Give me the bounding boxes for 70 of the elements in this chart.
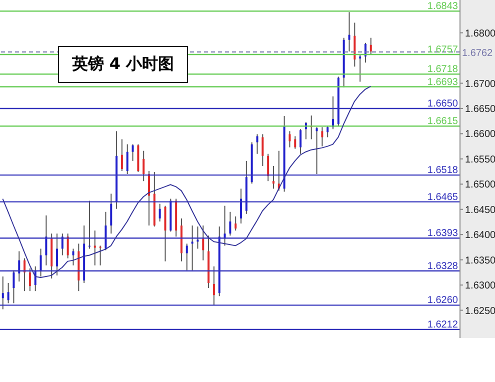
candlestick — [120, 138, 123, 172]
candlestick — [2, 276, 4, 310]
candlestick — [294, 136, 296, 150]
y-tick-label: 1.6650 — [465, 104, 495, 116]
candlestick — [104, 211, 107, 251]
ref-line-label: 1.6260 — [427, 295, 458, 306]
ref-line-label: 1.6518 — [427, 165, 458, 176]
candlestick — [72, 248, 74, 266]
candlestick — [240, 188, 242, 224]
candlestick — [370, 37, 372, 55]
candlestick — [267, 153, 270, 182]
y-tick-label: 1.6550 — [465, 154, 495, 166]
candlestick — [40, 248, 42, 277]
y-tick-label: 1.6350 — [465, 255, 495, 266]
candlestick — [99, 245, 102, 266]
candlestick — [142, 150, 145, 182]
candlestick — [288, 130, 291, 148]
candlestick — [359, 54, 362, 82]
candlestick — [28, 268, 31, 292]
ref-line-label: 1.6465 — [427, 192, 458, 203]
y-tick-label: 1.6800 — [465, 28, 495, 40]
candlestick — [56, 233, 58, 276]
y-tick-label: 1.6450 — [465, 204, 495, 216]
candlestick — [126, 144, 128, 175]
ref-line-label: 1.6393 — [427, 228, 458, 240]
y-tick-label: 1.6250 — [465, 306, 495, 317]
candlestick — [24, 258, 26, 292]
candlestick — [229, 211, 232, 236]
candlestick — [94, 230, 96, 266]
ref-line-label: 1.6718 — [427, 64, 458, 76]
candlestick — [18, 250, 20, 282]
candlestick — [186, 243, 188, 271]
candlestick — [326, 126, 329, 138]
y-tick-label: 1.6500 — [465, 180, 495, 191]
y-tick-label: 1.6300 — [465, 280, 495, 292]
candlestick — [158, 203, 161, 222]
ref-line-label: 1.6843 — [427, 1, 458, 12]
candlestick — [88, 200, 90, 250]
ref-line-label: 1.6328 — [427, 260, 458, 272]
candlestick — [12, 270, 15, 304]
candlestick — [234, 216, 237, 232]
candlestick — [61, 233, 64, 256]
ref-line-label: 1.6762 — [462, 48, 494, 59]
candlestick — [191, 225, 194, 271]
candlestick — [348, 12, 350, 52]
candlestick — [262, 134, 264, 166]
y-tick-label: 1.6600 — [465, 129, 495, 140]
candlestick — [164, 205, 166, 262]
ref-line-label: 1.6650 — [427, 98, 458, 110]
candlestick — [300, 128, 302, 154]
ref-line-label: 1.6757 — [427, 44, 458, 56]
candlestick — [256, 134, 258, 154]
candlestick — [202, 225, 204, 261]
y-tick-label: 1.6400 — [465, 230, 495, 242]
ref-line-label: 1.6693 — [427, 76, 458, 88]
candlestick — [196, 226, 199, 250]
candlestick — [110, 193, 112, 234]
candlestick — [321, 126, 324, 147]
candlestick — [45, 214, 48, 266]
y-tick-label: 1.6700 — [465, 78, 495, 90]
ref-line-label: 1.6615 — [427, 116, 458, 128]
candlestick — [272, 165, 274, 190]
candlestick — [212, 266, 215, 306]
candlestick — [66, 233, 69, 259]
candlestick — [7, 282, 10, 304]
ref-line-label: 1.6212 — [427, 319, 458, 330]
candlestick — [316, 126, 318, 175]
candlestick — [132, 144, 134, 162]
candlestick — [354, 22, 356, 68]
text: 英镑 4 小时图 — [58, 46, 188, 83]
